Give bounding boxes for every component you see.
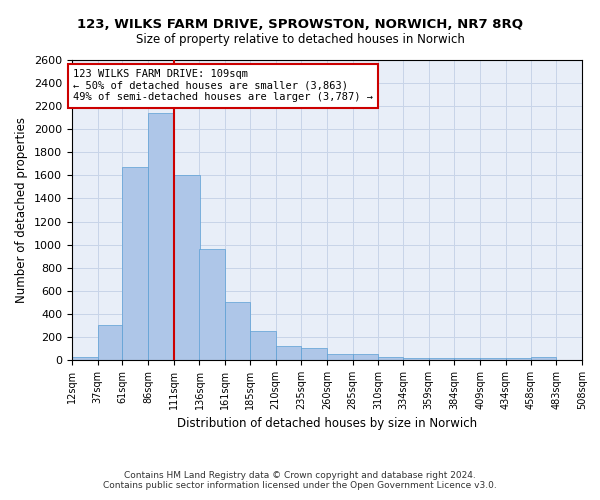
- Text: Size of property relative to detached houses in Norwich: Size of property relative to detached ho…: [136, 32, 464, 46]
- Bar: [480, 358, 506, 360]
- Bar: [353, 354, 379, 360]
- Bar: [72, 357, 98, 360]
- Bar: [275, 346, 301, 360]
- Bar: [379, 356, 403, 360]
- Y-axis label: Number of detached properties: Number of detached properties: [16, 117, 28, 303]
- Bar: [530, 357, 556, 360]
- Bar: [174, 176, 199, 360]
- X-axis label: Distribution of detached houses by size in Norwich: Distribution of detached houses by size …: [177, 418, 477, 430]
- Bar: [148, 113, 174, 360]
- Bar: [327, 354, 353, 360]
- Text: 123 WILKS FARM DRIVE: 109sqm
← 50% of detached houses are smaller (3,863)
49% of: 123 WILKS FARM DRIVE: 109sqm ← 50% of de…: [73, 69, 373, 102]
- Text: Contains HM Land Registry data © Crown copyright and database right 2024.
Contai: Contains HM Land Registry data © Crown c…: [103, 470, 497, 490]
- Bar: [98, 326, 122, 360]
- Bar: [225, 302, 250, 360]
- Text: 123, WILKS FARM DRIVE, SPROWSTON, NORWICH, NR7 8RQ: 123, WILKS FARM DRIVE, SPROWSTON, NORWIC…: [77, 18, 523, 30]
- Bar: [122, 168, 148, 360]
- Bar: [301, 348, 327, 360]
- Bar: [199, 249, 225, 360]
- Bar: [506, 358, 530, 360]
- Bar: [455, 358, 480, 360]
- Bar: [429, 358, 455, 360]
- Bar: [403, 358, 429, 360]
- Bar: [250, 331, 275, 360]
